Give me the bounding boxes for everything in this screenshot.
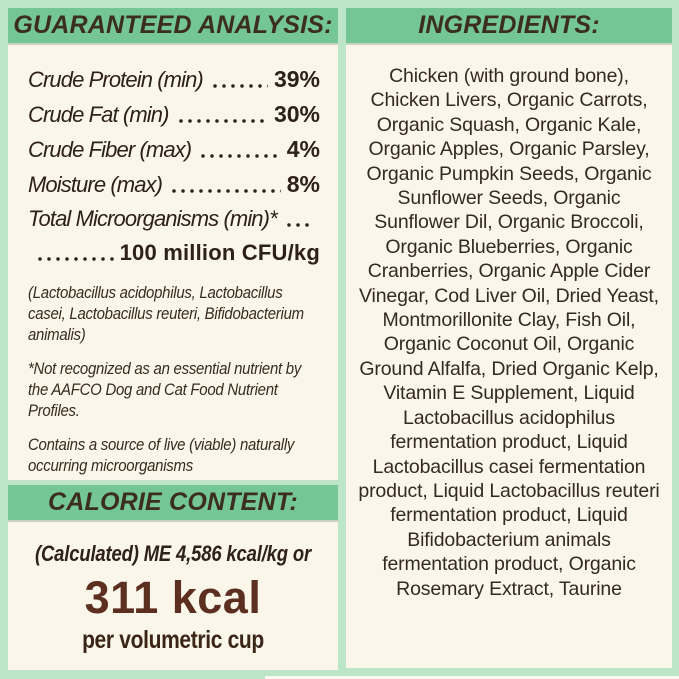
nutrient-label: Crude Fiber (max) <box>28 137 192 162</box>
ingredients-title: INGREDIENTS: <box>418 11 600 39</box>
dot-leader <box>210 83 268 89</box>
calorie-content-body: (Calculated) ME 4,586 kcal/kg or 311 kca… <box>8 520 338 655</box>
calorie-content-title: CALORIE CONTENT: <box>48 488 298 516</box>
nutrient-row: Crude Fiber (max) 4% <box>28 136 320 163</box>
dot-leader <box>176 118 268 124</box>
guaranteed-analysis-panel: GUARANTEED ANALYSIS: Crude Protein (min)… <box>8 8 338 480</box>
microorganisms-row: Total Microorganisms (min)* <box>28 206 320 232</box>
nutrient-label: Moisture (max) <box>28 172 163 197</box>
nutrient-value: 30% <box>273 101 320 127</box>
dot-leader <box>284 222 314 228</box>
microorganisms-value-row: 100 million CFU/kg <box>28 240 320 266</box>
kcal-per-cup-unit: per volumetric cup <box>82 626 264 654</box>
nutrient-label: Crude Protein (min) <box>28 67 204 92</box>
probiotic-species-note: (Lactobacillus acidophilus, Lactobacillu… <box>28 283 304 344</box>
nutrient-row: Crude Protein (min) 39% <box>28 66 320 93</box>
ingredients-text: Chicken (with ground bone), Chicken Live… <box>358 65 660 600</box>
aafco-note: *Not recognized as an essential nutrient… <box>28 359 302 420</box>
guaranteed-analysis-title: GUARANTEED ANALYSIS: <box>13 11 333 39</box>
calculated-me-line: (Calculated) ME 4,586 kcal/kg or <box>34 541 312 566</box>
ingredients-body: Chicken (with ground bone), Chicken Live… <box>346 43 672 601</box>
dot-leader <box>199 153 281 159</box>
nutrient-value: 39% <box>273 66 320 92</box>
nutrient-value: 8% <box>286 171 320 197</box>
ingredients-header-band: INGREDIENTS: <box>346 8 672 43</box>
guaranteed-analysis-body: Crude Protein (min) 39% Crude Fat (min) … <box>8 43 338 476</box>
dot-leader <box>36 256 114 262</box>
dot-leader <box>170 188 281 194</box>
next-section-edge <box>265 676 679 679</box>
microorganisms-value: 100 million CFU/kg <box>119 240 320 265</box>
calorie-content-panel: CALORIE CONTENT: (Calculated) ME 4,586 k… <box>8 485 338 670</box>
live-microorganisms-note: Contains a source of live (viable) natur… <box>28 435 295 475</box>
kcal-per-cup-value: 311 kcal <box>84 572 262 623</box>
nutrient-label: Crude Fat (min) <box>28 102 169 127</box>
microorganisms-label: Total Microorganisms (min)* <box>28 206 278 231</box>
guaranteed-analysis-header-band: GUARANTEED ANALYSIS: <box>8 8 338 43</box>
ingredients-panel: INGREDIENTS: Chicken (with ground bone),… <box>346 8 672 668</box>
nutrient-row: Moisture (max) 8% <box>28 171 320 198</box>
nutrient-value: 4% <box>286 136 320 162</box>
nutrient-row: Crude Fat (min) 30% <box>28 101 320 128</box>
calorie-content-header-band: CALORIE CONTENT: <box>8 485 338 520</box>
